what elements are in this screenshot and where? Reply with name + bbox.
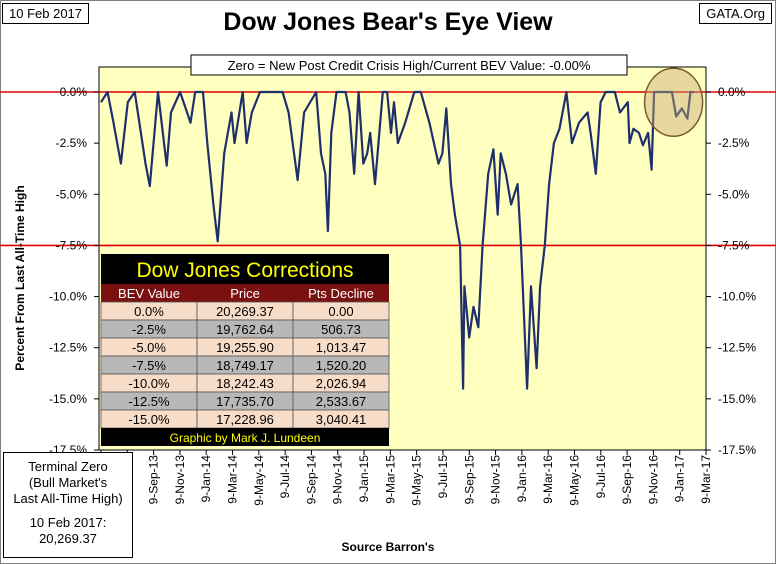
table-cell: 0.00 (328, 304, 353, 319)
table-cell: 2,026.94 (316, 376, 367, 391)
x-axis-label: Source Barron's (341, 540, 435, 554)
table-cell: 19,255.90 (216, 340, 274, 355)
table-header-cell: BEV Value (118, 286, 180, 301)
table-cell: 1,520.20 (316, 358, 367, 373)
x-tick-label: 9-May-15 (410, 455, 424, 506)
table-cell: 3,040.41 (316, 412, 367, 427)
x-tick-label: 9-Nov-16 (646, 455, 660, 505)
x-tick-label: 9-Sep-16 (620, 455, 634, 505)
table-cell: -5.0% (132, 340, 166, 355)
x-tick-label: 9-Sep-13 (147, 455, 161, 505)
table-credit-bg (101, 428, 389, 446)
table-cell: 18,749.17 (216, 358, 274, 373)
x-tick-label: 9-Nov-15 (489, 455, 503, 505)
table-cell: -15.0% (128, 412, 170, 427)
table-header-bg (101, 284, 389, 302)
highlight-circle (643, 67, 704, 137)
y-tick-label: -10.0% (49, 290, 87, 304)
terminal-zero-box: Terminal Zero (Bull Market's Last All-Ti… (3, 452, 133, 558)
x-tick-label: 9-Sep-14 (304, 455, 318, 505)
series-line (100, 90, 695, 390)
table-cell: 19,762.64 (216, 322, 274, 337)
table-cell: -7.5% (132, 358, 166, 373)
table-credit: Graphic by Mark J. Lundeen (170, 431, 321, 445)
y-tick-label: -5.0% (56, 187, 88, 201)
x-tick-label: 9-May-16 (567, 455, 581, 506)
terminal-line-1: Terminal Zero (28, 459, 108, 474)
table-header-cell: Pts Decline (308, 286, 374, 301)
x-tick-label: 9-Jul-15 (436, 455, 450, 499)
y-tick-label-right: -5.0% (718, 187, 750, 201)
y-axis-right: 0.0% -2.5% -5.0% -7.5% -10.0% -12.5% -15.0% -17… (706, 85, 756, 457)
y-tick-label-right: -17.5% (718, 443, 756, 457)
table-cell: 1,013.47 (316, 340, 367, 355)
y-tick-label: 0.0% (60, 85, 88, 99)
source-label: GATA.Org (699, 3, 772, 24)
x-tick-label: 9-Mar-15 (383, 455, 397, 504)
terminal-line-2: (Bull Market's (28, 475, 108, 490)
x-tick-label: 9-Nov-13 (173, 455, 187, 505)
table-title: Dow Jones Corrections (136, 259, 353, 282)
table-cell: 20,269.37 (216, 304, 274, 319)
table-header-cell: Price (230, 286, 260, 301)
y-tick-label-right: -10.0% (718, 290, 756, 304)
table-title-bg (101, 254, 389, 284)
terminal-line-5: 20,269.37 (39, 531, 97, 546)
y-tick-label-right: -15.0% (718, 392, 756, 406)
y-tick-label: -2.5% (56, 136, 88, 150)
y-tick-label-right: -12.5% (718, 341, 756, 355)
corrections-table: Dow Jones Corrections BEV Value Price Pts D… (100, 254, 390, 446)
chart-title: Dow Jones Bear's Eye View (223, 8, 553, 36)
x-tick-label: 9-Jul-14 (278, 455, 292, 499)
x-tick-label: 9-Mar-17 (699, 455, 713, 504)
x-tick-label: 9-Jan-17 (673, 455, 687, 503)
terminal-line-3: Last All-Time High) (13, 491, 123, 506)
x-tick-label: 9-Sep-15 (462, 455, 476, 505)
date-label: 10 Feb 2017 (2, 3, 90, 24)
x-tick-label: 9-Mar-14 (226, 455, 240, 504)
table-cell: -2.5% (132, 322, 166, 337)
x-tick-label: 9-Mar-16 (541, 455, 555, 504)
table-cell: -10.0% (128, 376, 170, 391)
x-tick-label: 9-Jul-16 (594, 455, 608, 499)
y-tick-label-right: -2.5% (718, 136, 750, 150)
y-tick-label: -7.5% (56, 238, 88, 252)
y-tick-label-right: -7.5% (718, 238, 750, 252)
table-cell: 2,533.67 (316, 394, 367, 409)
table-cell: 0.0% (134, 304, 164, 319)
table-cell: 18,242.43 (216, 376, 274, 391)
table-cell: -12.5% (128, 394, 170, 409)
y-tick-label: -12.5% (49, 341, 87, 355)
x-tick-label: 9-Jan-15 (357, 455, 371, 503)
table-cell: 506.73 (321, 322, 361, 337)
terminal-line-4: 10 Feb 2017: (29, 515, 107, 530)
x-tick-label: 9-Jan-14 (199, 455, 213, 503)
y-axis-label: Percent From Last All-Time High (13, 185, 27, 370)
table-cell: 17,228.96 (216, 412, 274, 427)
annotation-text: Zero = New Post Credit Crisis High/Curre… (228, 58, 591, 73)
x-tick-label: 9-May-14 (252, 455, 266, 506)
y-tick-label-right: 0.0% (718, 85, 746, 99)
x-tick-label: 9-Nov-14 (331, 455, 345, 505)
x-axis: 9-May-139-Jul-139-Sep-139-Nov-139-Jan-14… (94, 450, 713, 506)
table-cell: 17,735.70 (216, 394, 274, 409)
annotation-box: Zero = New Post Credit Crisis High/Curre… (190, 54, 628, 76)
x-tick-label: 9-Jan-16 (515, 455, 529, 503)
y-tick-label: -15.0% (49, 392, 87, 406)
y-axis-left: 0.0%-2.5%-5.0%-7.5%-10.0%-12.5%-15.0%-17… (49, 85, 99, 457)
